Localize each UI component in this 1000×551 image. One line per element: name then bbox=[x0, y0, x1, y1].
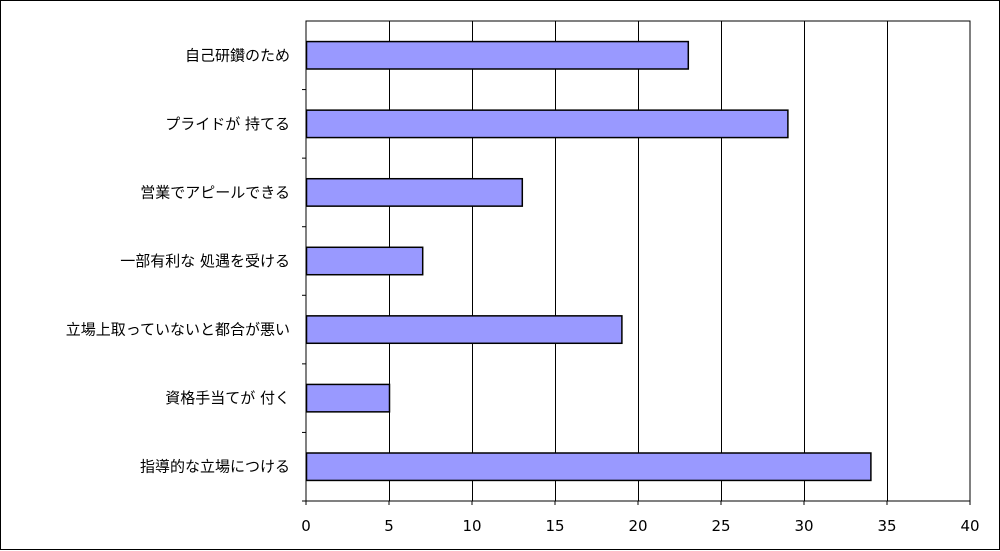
x-tick-label: 15 bbox=[545, 517, 564, 535]
bar-3 bbox=[305, 246, 424, 276]
x-tick-label: 10 bbox=[462, 517, 481, 535]
bar-1 bbox=[305, 109, 789, 139]
category-label: 立場上取っていないと都合が悪い bbox=[66, 321, 290, 339]
category-label: 指導的な立場につける bbox=[140, 458, 290, 476]
category-label: 営業でアピールできる bbox=[140, 183, 290, 201]
category-label: 資格手当てが 付く bbox=[165, 389, 290, 407]
x-tick-label: 35 bbox=[877, 517, 896, 535]
category-label: 一部有利な 処遇を受ける bbox=[120, 252, 290, 270]
x-tick-label: 30 bbox=[794, 517, 813, 535]
x-tick-label: 0 bbox=[301, 517, 311, 535]
category-label: プライドが 持てる bbox=[165, 115, 290, 133]
bar-2 bbox=[305, 177, 524, 207]
x-tick-label: 40 bbox=[960, 517, 979, 535]
x-tick-label: 20 bbox=[628, 517, 647, 535]
category-label: 自己研鑽のため bbox=[185, 46, 290, 64]
bar-6 bbox=[305, 452, 872, 482]
x-tick-label: 25 bbox=[711, 517, 730, 535]
bar-4 bbox=[305, 315, 623, 345]
bar-0 bbox=[305, 40, 690, 70]
x-tick-label: 5 bbox=[384, 517, 394, 535]
bar-5 bbox=[305, 383, 391, 413]
